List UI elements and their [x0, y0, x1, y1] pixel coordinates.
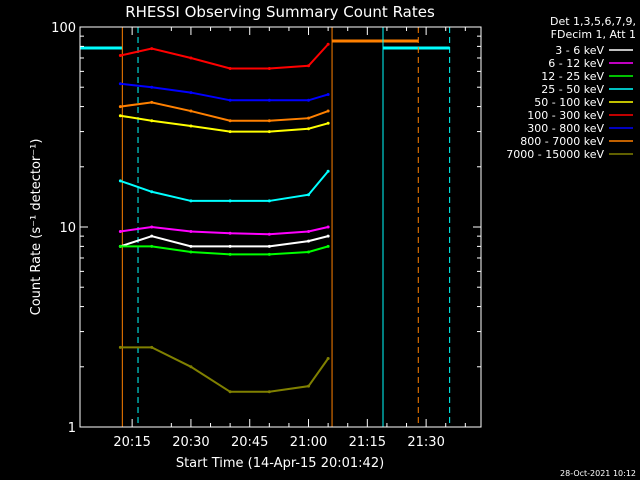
series-3-point-6 [326, 169, 330, 173]
series-1-point-5 [307, 229, 311, 233]
series-7-point-0 [118, 105, 122, 109]
x-tick-label-0: 20:15 [113, 435, 150, 450]
series-6-point-6 [326, 92, 330, 96]
series-5-point-1 [150, 47, 154, 51]
series-1-point-4 [267, 232, 271, 236]
legend-label-4: 50 - 100 keV [534, 96, 604, 109]
series-5-point-5 [307, 64, 311, 68]
x-tick-label-2: 20:45 [231, 435, 268, 450]
legend-label-5: 100 - 300 keV [527, 109, 604, 122]
y-axis: 1 10 100 [51, 21, 481, 436]
series-0-point-4 [267, 244, 271, 248]
series-8-point-3 [228, 390, 232, 394]
series-7-point-5 [307, 116, 311, 120]
series-3-point-3 [228, 199, 232, 203]
series-7-point-2 [189, 109, 193, 113]
series-5-point-0 [118, 54, 122, 58]
series-2-point-0 [118, 244, 122, 248]
series-8-point-1 [150, 345, 154, 349]
x-tick-label-1: 20:30 [172, 435, 209, 450]
series-0-point-3 [228, 244, 232, 248]
plot-area [80, 27, 451, 427]
series-0-point-1 [150, 234, 154, 238]
series-6-point-4 [267, 98, 271, 102]
series-1-point-3 [228, 231, 232, 235]
series-4-point-5 [307, 127, 311, 131]
series-7-point-6 [326, 109, 330, 113]
legend-label-2: 12 - 25 keV [541, 70, 604, 83]
x-axis-label: Start Time (14-Apr-15 20:01:42) [176, 456, 384, 471]
series-6-point-2 [189, 91, 193, 95]
series-1-point-0 [118, 229, 122, 233]
series-4-point-4 [267, 130, 271, 134]
series-4-point-2 [189, 124, 193, 128]
series-1-point-2 [189, 229, 193, 233]
legend: Det 1,3,5,6,7,9, FDecim 1, Att 1 3 - 6 k… [506, 15, 636, 161]
x-tick-label-3: 21:00 [290, 435, 327, 450]
series-1-point-1 [150, 225, 154, 229]
series-4-point-6 [326, 121, 330, 125]
legend-label-3: 25 - 50 keV [541, 83, 604, 96]
x-tick-label-4: 21:15 [349, 435, 386, 450]
series-6-point-1 [150, 85, 154, 89]
series-8-point-6 [326, 357, 330, 361]
series-2-point-6 [326, 244, 330, 248]
series-3-point-2 [189, 199, 193, 203]
y-tick-label-2: 100 [51, 21, 76, 36]
series-8-point-5 [307, 384, 311, 388]
footer-date: 28-Oct-2021 10:12 [560, 469, 636, 478]
y-tick-label-1: 10 [59, 221, 76, 236]
y-tick-label-0: 1 [68, 421, 76, 436]
series-5-point-6 [326, 42, 330, 46]
series-2-point-2 [189, 250, 193, 254]
series-4-point-0 [118, 114, 122, 118]
series-5-point-3 [228, 67, 232, 71]
series-8-point-4 [267, 390, 271, 394]
series-3-point-4 [267, 199, 271, 203]
series-5-point-4 [267, 67, 271, 71]
series-2-point-1 [150, 244, 154, 248]
series-7-point-1 [150, 100, 154, 104]
series-8-point-2 [189, 365, 193, 369]
series-0-point-5 [307, 239, 311, 243]
chart-title: RHESSI Observing Summary Count Rates [125, 3, 435, 21]
series-2-point-3 [228, 252, 232, 256]
series-4-point-1 [150, 119, 154, 123]
series-3-point-5 [307, 193, 311, 197]
series-6-point-3 [228, 98, 232, 102]
legend-label-6: 300 - 800 keV [527, 122, 604, 135]
series-8-point-0 [118, 345, 122, 349]
legend-label-7: 800 - 7000 keV [520, 135, 604, 148]
series-0-point-6 [326, 234, 330, 238]
series-3-point-1 [150, 190, 154, 194]
legend-label-1: 6 - 12 keV [548, 57, 604, 70]
legend-label-8: 7000 - 15000 keV [506, 148, 604, 161]
series-2-point-5 [307, 250, 311, 254]
series-7-point-3 [228, 119, 232, 123]
series-6-point-0 [118, 82, 122, 86]
series-7-point-4 [267, 119, 271, 123]
series-2-point-4 [267, 252, 271, 256]
legend-header-line-1: Det 1,3,5,6,7,9, [550, 15, 636, 28]
y-axis-label: Count Rate (s⁻¹ detector⁻¹) [29, 139, 44, 316]
series-4-point-3 [228, 130, 232, 134]
series-3-point-0 [118, 179, 122, 183]
series-5-point-2 [189, 56, 193, 60]
x-axis: 20:15 20:30 20:45 21:00 21:15 21:30 [113, 27, 466, 450]
series-6-point-5 [307, 98, 311, 102]
legend-label-0: 3 - 6 keV [555, 44, 604, 57]
series-1-point-6 [326, 225, 330, 229]
x-tick-label-5: 21:30 [407, 435, 444, 450]
legend-header-line-2: FDecim 1, Att 1 [551, 28, 636, 41]
series-0-point-2 [189, 244, 193, 248]
